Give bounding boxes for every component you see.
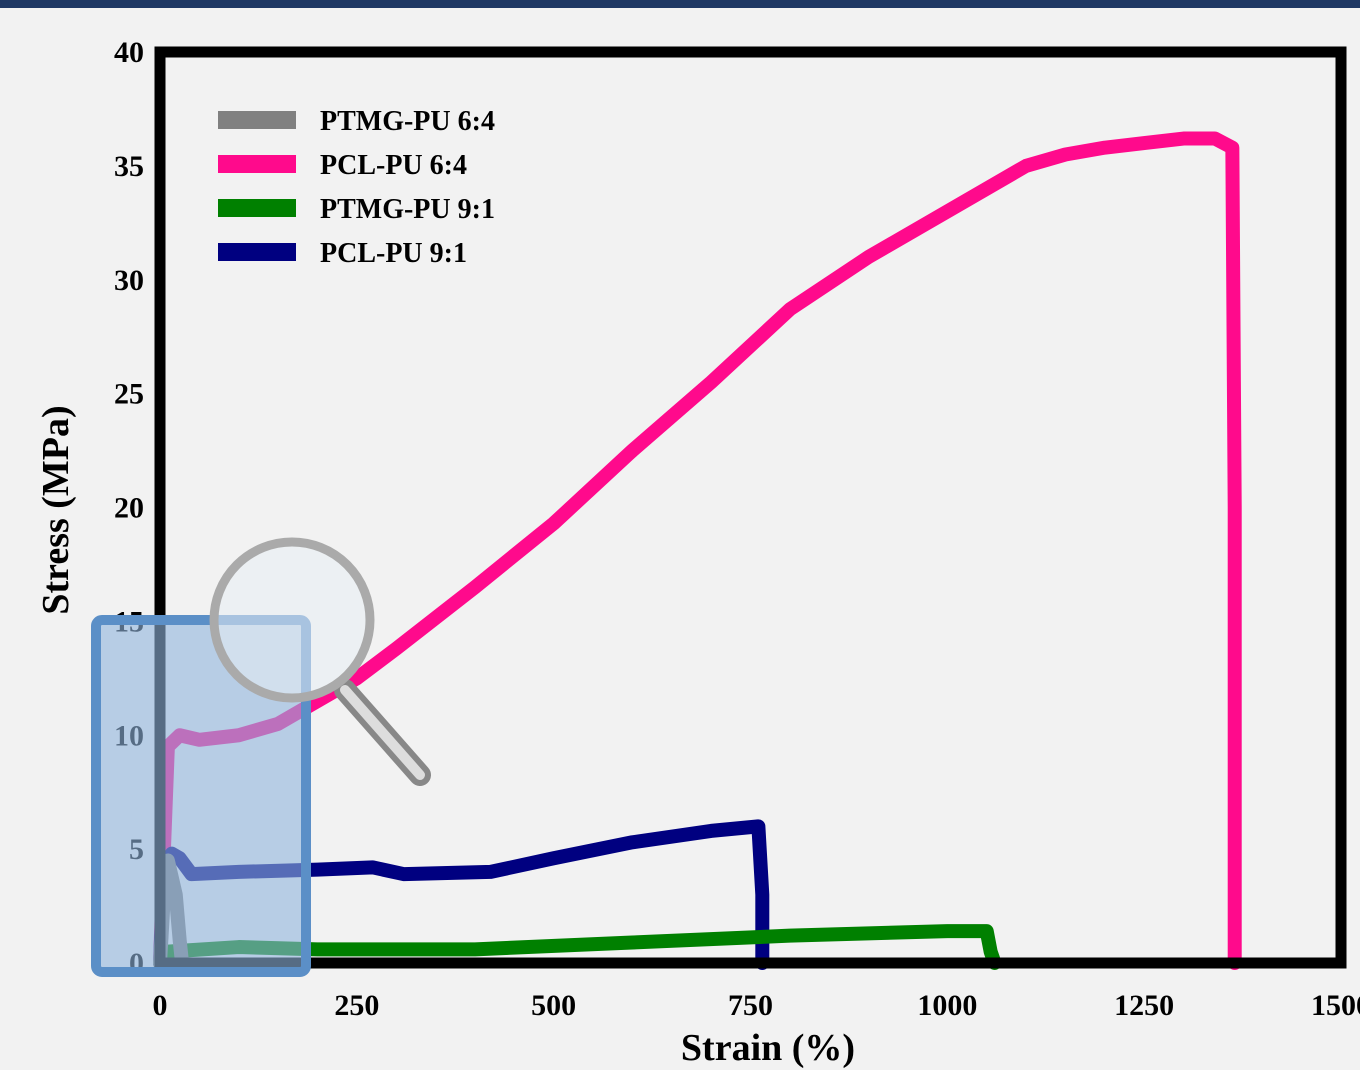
x-tick-label: 750 (728, 989, 773, 1022)
y-tick-label: 35 (114, 150, 144, 183)
y-tick-label: 20 (114, 492, 144, 525)
x-tick-label: 500 (531, 989, 576, 1022)
y-tick-label: 40 (114, 36, 144, 69)
x-axis-title: Strain (%) (681, 1027, 855, 1069)
x-tick-label: 0 (153, 989, 168, 1022)
x-tick-label: 250 (334, 989, 379, 1022)
legend-swatch (218, 155, 296, 173)
legend-swatch (218, 111, 296, 129)
page: {"chart_data": {"type": "line", "xlabel"… (0, 0, 1360, 1070)
y-tick-label: 30 (114, 264, 144, 297)
legend-label: PTMG-PU 9:1 (320, 194, 495, 225)
legend-swatch (218, 243, 296, 261)
x-tick-label: 1500 (1311, 989, 1360, 1022)
legend-label: PTMG-PU 6:4 (320, 106, 495, 137)
top-bar (0, 0, 1360, 8)
chart: Strain (%) Stress (MPa) 0510152025303540… (0, 0, 1360, 1070)
y-tick-label: 25 (114, 378, 144, 411)
legend-swatch (218, 199, 296, 217)
legend-label: PCL-PU 9:1 (320, 238, 467, 269)
x-tick-label: 1250 (1114, 989, 1174, 1022)
y-axis-title: Stress (MPa) (35, 405, 77, 614)
magnifier-handle-shine (345, 690, 420, 775)
legend-label: PCL-PU 6:4 (320, 150, 467, 181)
x-tick-label: 1000 (917, 989, 977, 1022)
magnifier-lens (214, 542, 370, 698)
